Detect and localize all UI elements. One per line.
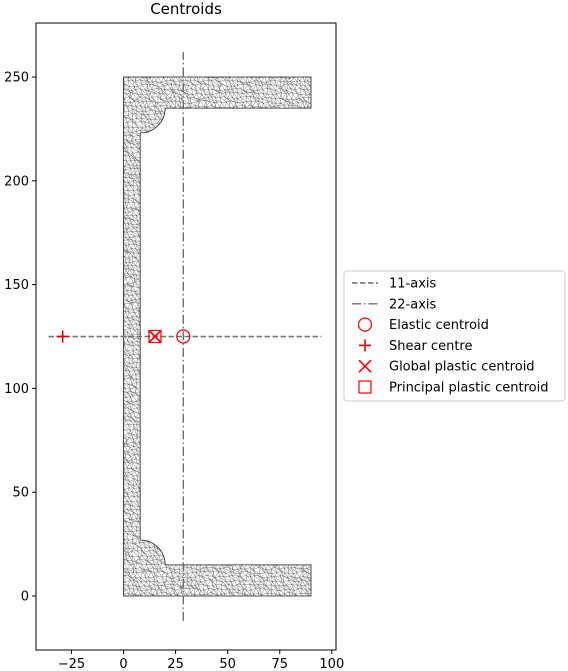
- legend-swatch: [358, 380, 372, 394]
- tick-layer: −25 0 25 50 75 100 0 50 100 150 200 250: [4, 70, 344, 671]
- y-tick-label: 0: [21, 590, 29, 605]
- legend: 11-axis 22-axis Elastic centroid Shear cent…: [343, 270, 566, 402]
- legend-item-principal-plastic-centroid: Principal plastic centroid: [358, 380, 548, 396]
- legend-item-11-axis: 11-axis: [352, 277, 437, 292]
- legend-item-22-axis: 22-axis: [352, 297, 437, 312]
- legend-swatch: [358, 359, 372, 373]
- x-tick-label: 50: [219, 657, 236, 671]
- y-tick-label: 50: [12, 486, 29, 501]
- y-tick-label: 150: [4, 278, 29, 293]
- point-global-plastic-centroid: [148, 329, 162, 344]
- plot-frame: [35, 22, 337, 651]
- series-layer: [48, 52, 322, 621]
- legend-item-global-plastic-centroid: Global plastic centroid: [358, 359, 535, 375]
- legend-label: Shear centre: [389, 339, 472, 354]
- x-tick-label: 0: [119, 657, 127, 671]
- x-tick-label: 25: [167, 657, 184, 671]
- legend-label: 22-axis: [389, 297, 437, 312]
- legend-swatch: [359, 339, 371, 352]
- y-tick-label: 200: [4, 174, 29, 189]
- point-shear-centre: [56, 330, 69, 343]
- section-mesh: [123, 76, 312, 597]
- legend-swatch: [357, 317, 373, 332]
- legend-item-shear-centre: Shear centre: [359, 339, 472, 354]
- mesh-lines: [123, 76, 311, 597]
- chart-title: Centroids: [150, 0, 222, 18]
- x-tick-label: −25: [58, 657, 85, 671]
- legend-item-elastic-centroid: Elastic centroid: [357, 317, 489, 333]
- x-tick-label: 75: [271, 657, 288, 671]
- y-tick-label: 100: [4, 382, 29, 397]
- legend-label: 11-axis: [389, 277, 437, 292]
- point-principal-plastic-centroid: [148, 329, 162, 344]
- legend-label: Principal plastic centroid: [389, 381, 548, 396]
- section-outline: [123, 76, 312, 597]
- x-tick-label: 100: [319, 657, 344, 671]
- legend-box: [343, 270, 566, 402]
- legend-label: Elastic centroid: [389, 318, 489, 333]
- point-elastic-centroid: [176, 329, 191, 344]
- legend-label: Global plastic centroid: [389, 360, 535, 375]
- y-tick-label: 250: [4, 70, 29, 85]
